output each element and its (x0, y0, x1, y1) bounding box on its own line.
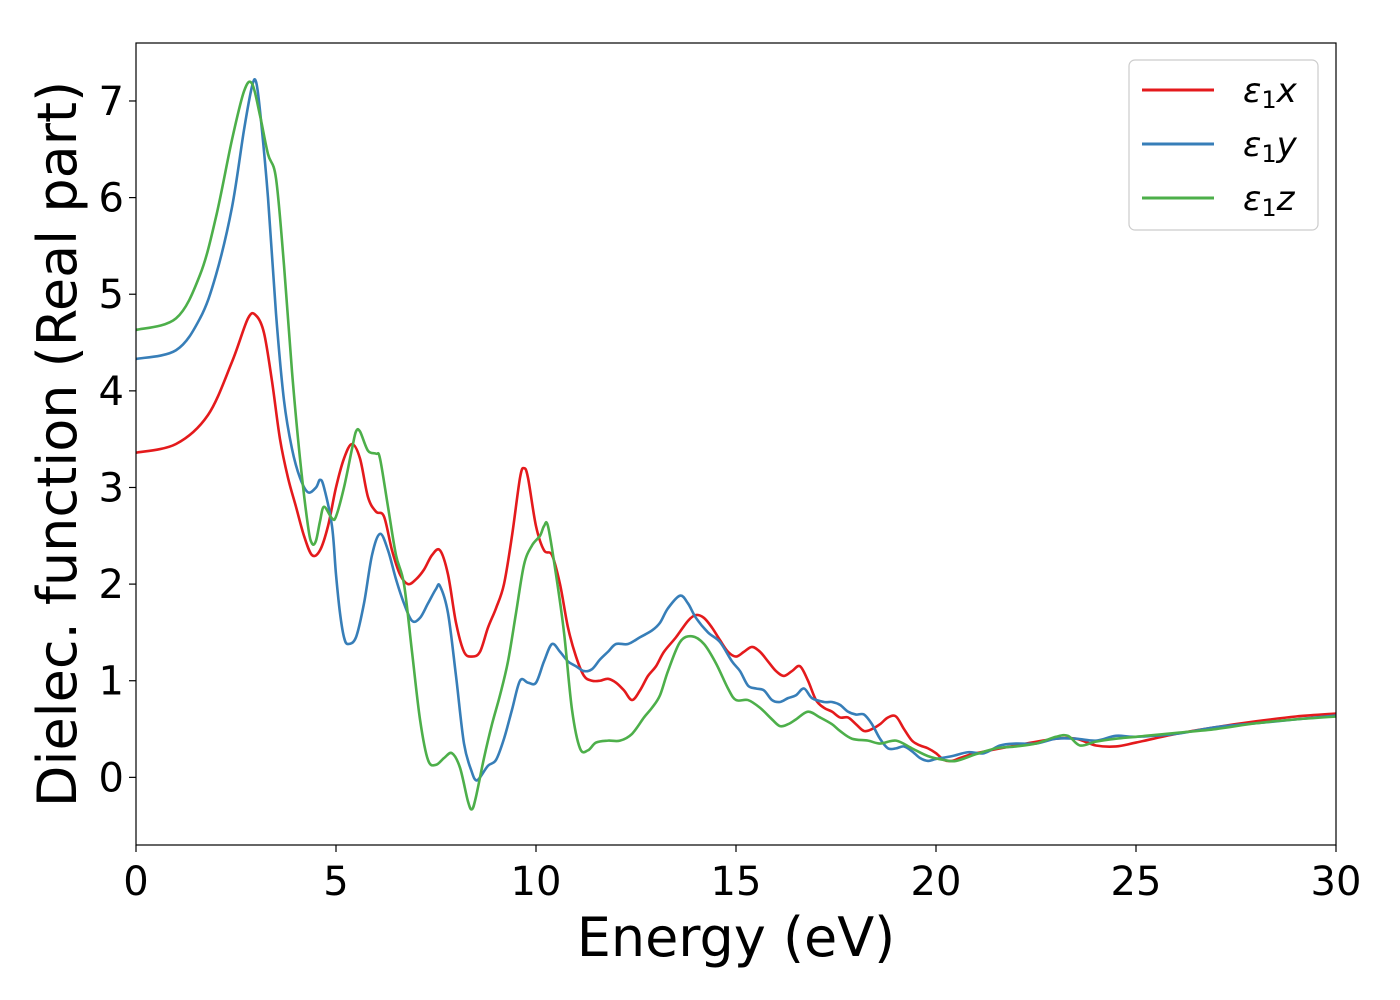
y-tick-label: 1 (99, 659, 124, 705)
y-tick-label: 2 (99, 562, 124, 608)
y-tick-label: 0 (99, 755, 124, 801)
legend-label-y: ε1y (1243, 125, 1298, 168)
legend: ε1x ε1y ε1z (1128, 59, 1319, 231)
series-line-y (135, 77, 1337, 782)
x-tick-label: 20 (911, 859, 962, 905)
legend-label-x: ε1x (1243, 71, 1298, 114)
legend-label-z: ε1z (1243, 179, 1296, 222)
x-tick-label: 5 (323, 859, 348, 905)
y-axis: 0 1 2 3 4 5 6 7 (99, 79, 136, 801)
x-axis-label: Energy (eV) (577, 906, 896, 969)
y-tick-label: 6 (99, 176, 124, 222)
legend-frame (1128, 59, 1319, 231)
series-layer (135, 77, 1337, 811)
x-tick-label: 0 (123, 859, 148, 905)
series-line-x (135, 311, 1337, 763)
y-tick-label: 3 (99, 465, 124, 511)
x-axis: 0 5 10 15 20 25 30 (123, 845, 1361, 905)
y-axis-label: Dielec. function (Real part) (26, 81, 89, 807)
y-tick-label: 7 (99, 79, 124, 125)
x-tick-label: 30 (1311, 859, 1362, 905)
x-tick-label: 25 (1111, 859, 1162, 905)
y-tick-label: 5 (99, 272, 124, 318)
y-tick-label: 4 (99, 369, 124, 415)
series-line-z (135, 80, 1337, 811)
x-tick-label: 15 (711, 859, 762, 905)
x-tick-label: 10 (511, 859, 562, 905)
